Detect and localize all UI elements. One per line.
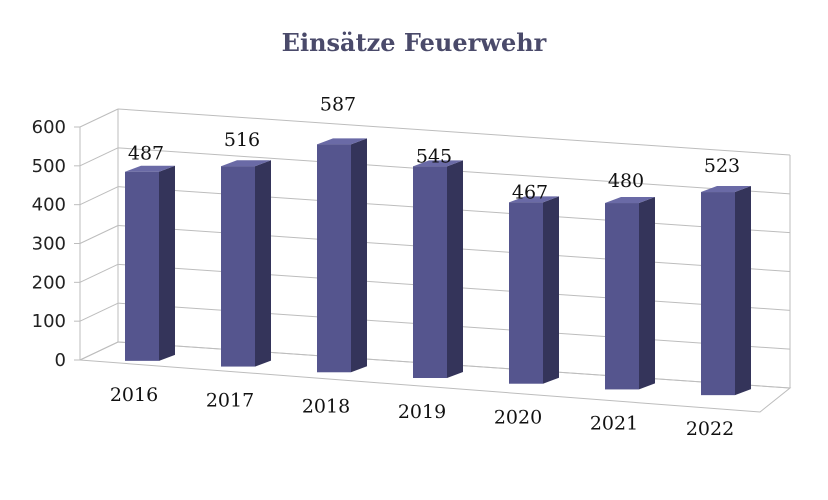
bar-side <box>447 160 463 378</box>
x-tick-label: 2017 <box>206 390 254 412</box>
data-label: 587 <box>320 93 356 115</box>
x-tick-label: 2019 <box>398 401 446 423</box>
x-tick-label: 2022 <box>686 418 734 440</box>
bar-front <box>221 166 255 367</box>
bar-front <box>413 166 447 378</box>
bar <box>413 160 463 378</box>
bar-top <box>413 160 463 167</box>
gridline <box>117 108 791 156</box>
bar-top <box>701 186 751 193</box>
bar-front <box>509 202 543 384</box>
bar-top <box>317 138 367 145</box>
y-tick-label: 0 <box>55 350 66 371</box>
data-label: 487 <box>128 143 164 165</box>
gridline-side <box>79 263 119 283</box>
bar-front <box>701 192 735 396</box>
bar-front <box>317 144 351 373</box>
data-labels: 487 516 587 545 467 480 523 <box>128 93 740 203</box>
y-tick-label: 400 <box>32 195 66 216</box>
x-tick-label: 2020 <box>494 407 542 429</box>
bar-side <box>735 186 751 396</box>
bar-top <box>605 197 655 204</box>
bars <box>125 138 751 396</box>
bar-top <box>125 165 175 172</box>
y-tick-label: 300 <box>32 234 66 255</box>
gridline-side <box>79 108 119 128</box>
y-ticks: 0 100 200 300 400 500 600 <box>32 117 66 371</box>
gridline-side <box>79 147 119 167</box>
y-tick-label: 200 <box>32 272 66 293</box>
bar-side <box>255 160 271 367</box>
data-label: 467 <box>512 181 548 203</box>
x-tick-label: 2021 <box>590 412 638 434</box>
bar-side <box>159 165 175 361</box>
floor <box>78 341 792 413</box>
data-label: 545 <box>416 145 452 167</box>
bar-top <box>509 196 559 203</box>
bar-side <box>639 197 655 390</box>
data-label: 523 <box>704 155 740 177</box>
data-label: 516 <box>224 129 260 151</box>
bar <box>701 186 751 396</box>
bar-side <box>543 196 559 384</box>
chart-title: Einsätze Feuerwehr <box>281 28 547 57</box>
gridline-side <box>79 302 119 322</box>
gridline-side <box>79 225 119 244</box>
gridline-side <box>79 186 119 206</box>
bar <box>605 197 655 390</box>
bar <box>125 165 175 361</box>
bar-front <box>605 203 639 390</box>
bar <box>509 196 559 384</box>
y-tick-label: 500 <box>32 156 66 177</box>
bar-top <box>221 160 271 167</box>
x-tick-label: 2016 <box>110 384 158 406</box>
x-tick-label: 2018 <box>302 395 350 417</box>
bar-front <box>125 171 159 361</box>
data-label: 480 <box>608 170 644 192</box>
y-tick-label: 100 <box>32 311 66 332</box>
x-ticks: 2016 2017 2018 2019 2020 2021 2022 <box>110 384 734 440</box>
bar <box>317 138 367 373</box>
axes <box>74 109 792 413</box>
bar <box>221 160 271 367</box>
y-tick-label: 600 <box>32 117 66 138</box>
bar-side <box>351 138 367 373</box>
